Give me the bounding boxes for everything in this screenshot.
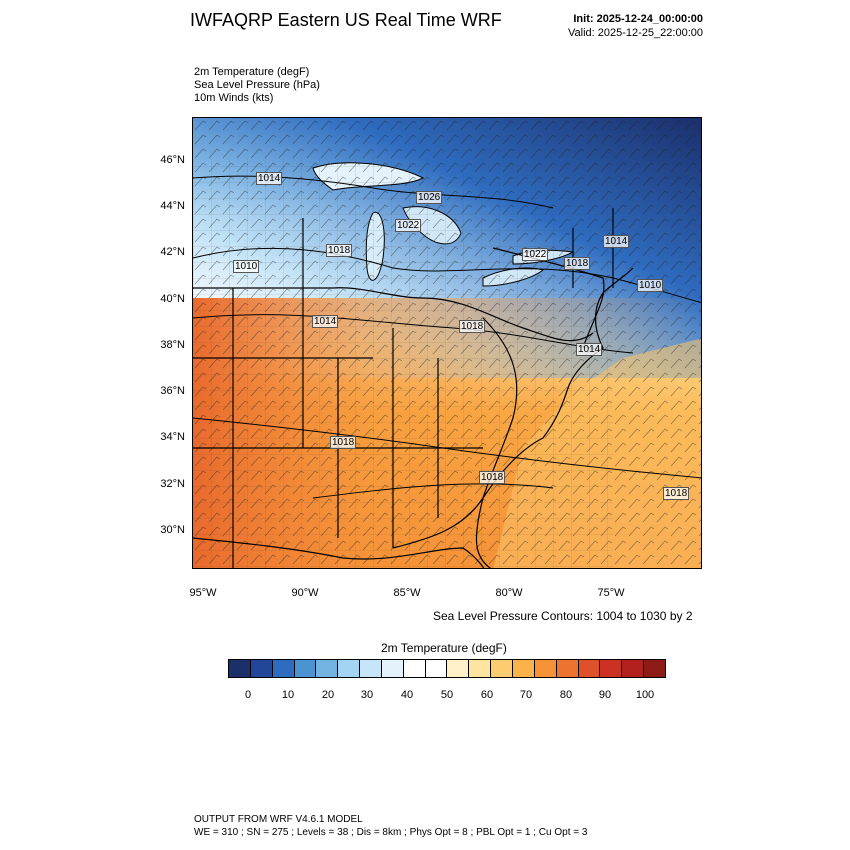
pressure-label: 1026 [416,191,443,204]
lon-label: 75°W [597,587,625,599]
colorbar-swatch [512,660,535,677]
colorbar-swatch [425,660,448,677]
colorbar-tick: 30 [360,689,374,701]
colorbar-tick: 90 [598,689,612,701]
colorbar-swatch [534,660,557,677]
model-info: OUTPUT FROM WRF V4.6.1 MODEL [194,814,363,825]
colorbar-tick: 50 [440,689,454,701]
lat-label: 32°N [160,478,185,490]
colorbar-swatch [316,660,339,677]
colorbar-tick: 100 [635,689,655,701]
colorbar-swatch [469,660,492,677]
variable-pressure: Sea Level Pressure (hPa) [194,79,320,91]
pressure-label: 1018 [663,487,690,500]
colorbar-swatch [622,660,645,677]
colorbar-tick: 20 [321,689,335,701]
model-settings: WE = 310 ; SN = 275 ; Levels = 38 ; Dis … [194,827,588,838]
colorbar-swatch [600,660,623,677]
lon-label: 80°W [495,587,523,599]
colorbar-swatch [381,660,404,677]
lon-label: 95°W [189,587,217,599]
lon-label: 85°W [393,587,421,599]
pressure-label: 1014 [256,172,283,185]
init-time: Init: 2025-12-24_00:00:00 [573,13,703,25]
colorbar-swatch [556,660,579,677]
lat-label: 40°N [160,293,185,305]
colorbar-tick: 60 [480,689,494,701]
variable-temperature: 2m Temperature (degF) [194,66,310,78]
weather-map: 1014 1026 1022 1018 1010 1022 1018 1014 … [192,117,702,569]
pressure-label: 1018 [459,320,486,333]
pressure-label: 1022 [522,248,549,261]
colorbar-tick: 40 [400,689,414,701]
pressure-label: 1018 [564,257,591,270]
pressure-label: 1018 [330,436,357,449]
colorbar-tick: 0 [244,689,252,701]
colorbar-swatch [403,660,426,677]
contour-note: Sea Level Pressure Contours: 1004 to 103… [433,609,693,623]
colorbar-swatch [294,660,317,677]
variable-winds: 10m Winds (kts) [194,92,274,104]
lat-label: 38°N [160,339,185,351]
colorbar-swatch [250,660,273,677]
map-canvas [193,118,701,568]
lat-label: 34°N [160,431,185,443]
lat-label: 30°N [160,524,185,536]
pressure-label: 1010 [233,260,260,273]
pressure-label: 1022 [395,219,422,232]
pressure-label: 1018 [479,471,506,484]
colorbar-tick: 70 [519,689,533,701]
colorbar-swatch [578,660,601,677]
pressure-label: 1018 [326,244,353,257]
colorbar-title: 2m Temperature (degF) [381,641,507,655]
lat-label: 46°N [160,154,185,166]
colorbar-swatch [447,660,470,677]
pressure-label: 1014 [603,235,630,248]
lat-label: 36°N [160,385,185,397]
colorbar-swatch [360,660,382,677]
colorbar-swatch [644,660,665,677]
valid-time: Valid: 2025-12-25_22:00:00 [568,27,703,39]
colorbar-swatch [272,660,295,677]
colorbar-tick: 80 [559,689,573,701]
pressure-label: 1014 [576,343,603,356]
colorbar-tick: 10 [281,689,295,701]
colorbar-swatch [229,660,251,677]
chart-title: IWFAQRP Eastern US Real Time WRF [190,10,502,30]
pressure-label: 1014 [312,315,339,328]
pressure-label: 1010 [637,279,664,292]
colorbar-swatch [338,660,361,677]
lat-label: 42°N [160,246,185,258]
colorbar-swatch [491,660,513,677]
lon-label: 90°W [291,587,319,599]
colorbar [228,659,666,678]
lat-label: 44°N [160,200,185,212]
